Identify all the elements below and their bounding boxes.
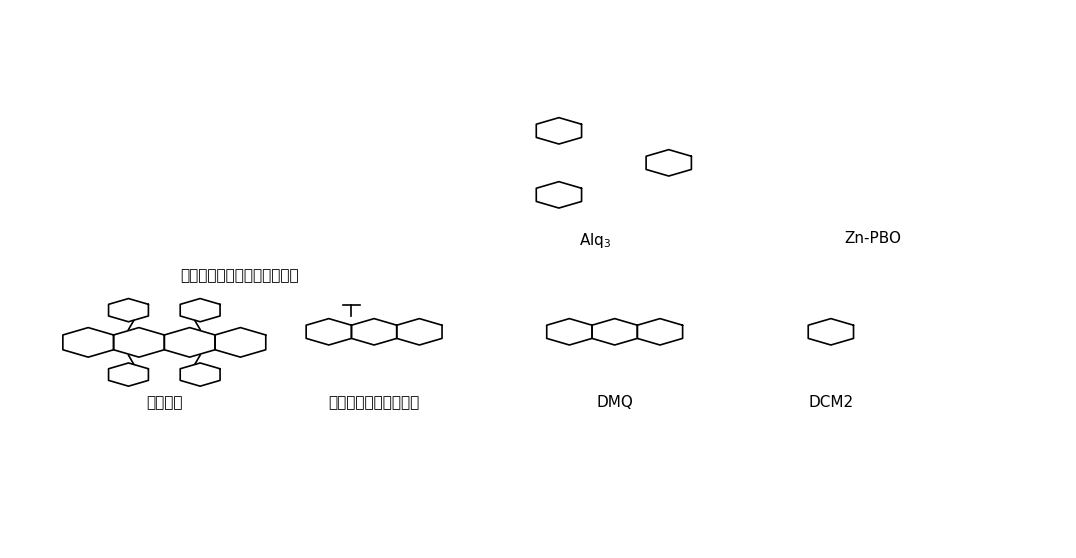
Text: ビススチリルベンゼン誘導体: ビススチリルベンゼン誘導体 xyxy=(181,268,299,283)
Text: DMQ: DMQ xyxy=(596,395,633,410)
Text: $\mathrm{Alq_3}$: $\mathrm{Alq_3}$ xyxy=(579,232,612,251)
Text: Zn-PBO: Zn-PBO xyxy=(845,232,902,247)
Text: ジメチルキナクリドン: ジメチルキナクリドン xyxy=(328,395,420,410)
Text: DCM2: DCM2 xyxy=(808,395,853,410)
Text: ルブレン: ルブレン xyxy=(146,395,183,410)
